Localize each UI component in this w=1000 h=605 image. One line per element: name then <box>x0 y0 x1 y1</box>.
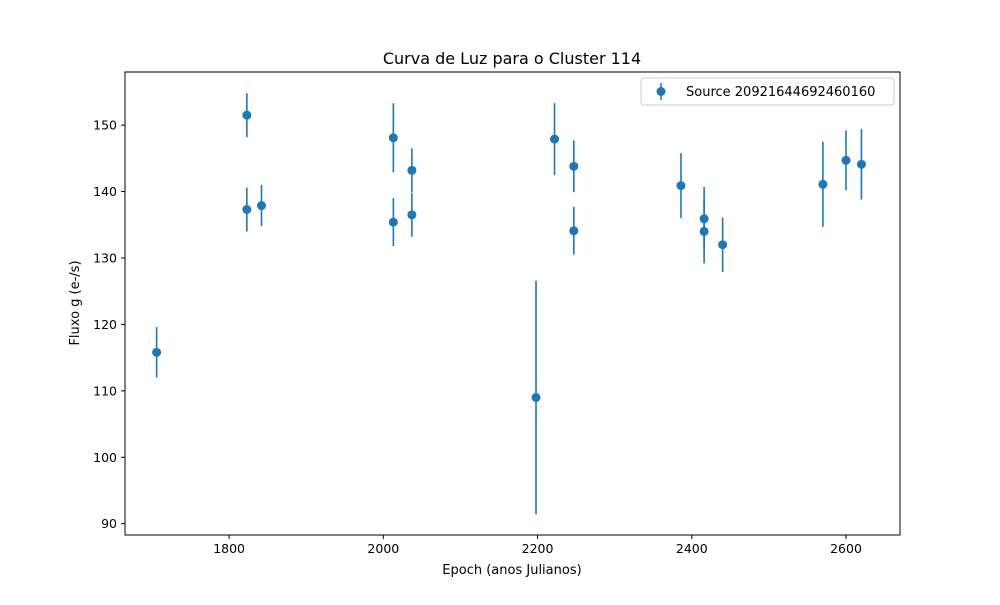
plot-area <box>152 93 866 515</box>
x-axis-label: Epoch (anos Julianos) <box>442 563 581 578</box>
data-point <box>569 161 579 171</box>
data-point-group <box>407 192 417 237</box>
y-tick-label: 130 <box>93 250 117 265</box>
data-point-group <box>550 103 560 175</box>
y-axis: 90 100 110 120 130 140 150 <box>93 118 125 531</box>
legend-entry-label: Source 20921644692460160 <box>686 85 875 100</box>
data-point <box>550 134 560 144</box>
data-point-group <box>699 199 709 264</box>
data-point <box>676 181 686 191</box>
data-point-group <box>841 130 851 191</box>
data-point-group <box>256 184 266 227</box>
data-point-group <box>407 148 417 193</box>
x-tick-label: 2200 <box>522 541 554 556</box>
y-tick-label: 100 <box>93 450 117 465</box>
y-tick-label: 140 <box>93 184 117 199</box>
data-point-group <box>242 187 252 232</box>
plot-frame <box>124 71 901 536</box>
y-tick-label: 150 <box>93 118 117 133</box>
data-point <box>388 217 398 227</box>
data-point-group <box>152 327 162 378</box>
data-point-group <box>569 140 579 193</box>
x-tick-label: 2600 <box>830 541 862 556</box>
legend-marker <box>656 87 666 96</box>
legend: Source 20921644692460160 <box>640 77 895 106</box>
data-point-group <box>718 217 728 272</box>
data-point <box>242 205 252 215</box>
chart-title: Curva de Luz para o Cluster 114 <box>383 49 641 68</box>
data-point <box>569 226 579 236</box>
data-point-group <box>388 198 398 247</box>
data-point <box>531 392 541 402</box>
data-point <box>818 179 828 189</box>
data-point <box>407 210 417 220</box>
x-tick-label: 1800 <box>213 541 245 556</box>
y-tick-label: 110 <box>93 383 117 398</box>
data-point-group <box>242 93 252 138</box>
x-axis: 1800 2000 2200 2400 2600 <box>213 535 862 556</box>
data-point <box>388 133 398 143</box>
data-point <box>699 226 709 236</box>
data-point-group <box>676 153 686 219</box>
y-tick-label: 90 <box>101 516 117 531</box>
data-point <box>242 110 252 120</box>
y-axis-label: Fluxo g (e-/s) <box>68 260 83 345</box>
legend-box <box>640 77 895 106</box>
data-point-group <box>569 206 579 255</box>
data-point <box>856 159 866 169</box>
x-tick-label: 2400 <box>676 541 708 556</box>
x-tick-label: 2000 <box>367 541 399 556</box>
data-point <box>407 165 417 175</box>
y-tick-label: 120 <box>93 317 117 332</box>
data-point <box>841 155 851 165</box>
data-point-group <box>818 141 828 227</box>
data-point-group <box>856 129 866 200</box>
data-point-group <box>388 103 398 173</box>
data-point <box>152 347 162 357</box>
data-point-group <box>531 280 541 515</box>
data-point <box>256 201 266 211</box>
data-point <box>718 240 728 250</box>
